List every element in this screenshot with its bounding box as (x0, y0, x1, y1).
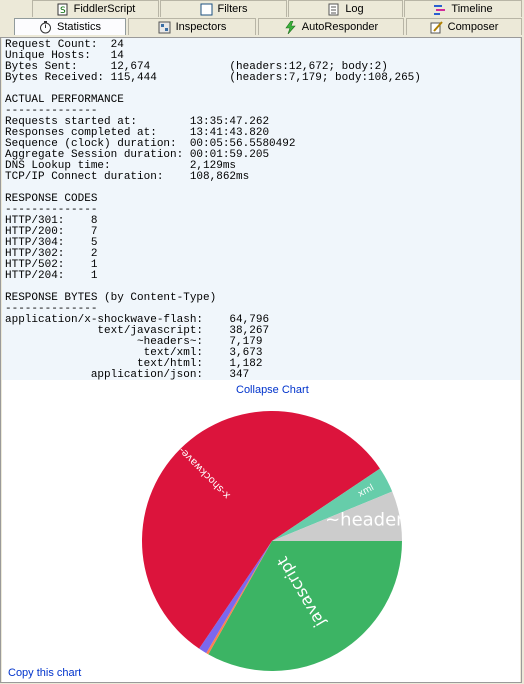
tab-log[interactable]: Log (288, 0, 403, 17)
lightning-icon (284, 20, 297, 34)
section-heading: RESPONSE CODES (5, 193, 98, 205)
pie-slice-json (206, 541, 272, 655)
performance-line: Aggregate Session duration: 00:01:59.205 (5, 149, 270, 161)
response-code-line: HTTP/301: 8 (5, 215, 98, 227)
pie-slice-headers (272, 491, 402, 541)
performance-line: TCP/IP Connect duration: 108,862ms (5, 171, 250, 183)
response-code-line: HTTP/304: 5 (5, 237, 98, 249)
performance-line: Requests started at: 13:35:47.262 (5, 116, 270, 128)
section-underline: -------------- (5, 303, 98, 315)
response-bytes-line: ~headers~: 7,179 (5, 336, 263, 348)
tab-label: AutoResponder (301, 21, 379, 33)
tab-label: Timeline (451, 3, 493, 15)
section-heading: ACTUAL PERFORMANCE (5, 94, 124, 106)
performance-line: Responses completed at: 13:41:43.820 (5, 127, 270, 139)
summary-line: Bytes Sent: 12,674 (headers:12,672; body… (5, 61, 388, 73)
inspectors-icon (158, 21, 171, 34)
composer-icon (430, 20, 443, 34)
stopwatch-icon (39, 20, 52, 34)
pie-slice-xshockwaveflash (141, 410, 380, 649)
section-heading: RESPONSE BYTES (by Content-Type) (5, 292, 217, 304)
tab-composer[interactable]: Composer (406, 18, 522, 35)
performance-line: Sequence (clock) duration: 00:05:56.5580… (5, 138, 296, 150)
pie-slice-html (199, 541, 272, 654)
svg-text:S: S (60, 6, 66, 16)
timeline-icon (433, 3, 446, 16)
pie-label-headers: ~headers~ (325, 509, 428, 530)
script-icon: S (56, 3, 69, 16)
tab-row-top: S FiddlerScript Filters Log Timeline (0, 0, 524, 18)
performance-line: DNS Lookup time: 2,129ms (5, 160, 237, 172)
tab-filters[interactable]: Filters (160, 0, 287, 17)
tab-label: Filters (217, 3, 248, 15)
summary-line: Request Count: 24 (5, 39, 230, 51)
tab-label: Composer (447, 21, 499, 33)
collapse-chart-link[interactable]: Collapse Chart (236, 384, 309, 396)
response-bytes-line: application/x-shockwave-flash: 64,796 (5, 314, 270, 326)
tab-label: Statistics (56, 21, 101, 33)
tab-label: Inspectors (175, 21, 227, 33)
response-code-line: HTTP/502: 1 (5, 259, 98, 271)
summary-line: Unique Hosts: 14 (5, 50, 230, 62)
tab-autoresponder[interactable]: AutoResponder (258, 18, 404, 35)
section-underline: -------------- (5, 105, 98, 117)
tab-row-bottom: Statistics Inspectors AutoResponder Compose… (0, 18, 524, 36)
chart-pane: Collapse Chart x-shockwave-flash javascri… (2, 380, 520, 682)
summary-line: Bytes Received: 115,444 (headers:7,179; … (5, 72, 421, 84)
response-code-line: HTTP/302: 2 (5, 248, 98, 260)
tab-label: FiddlerScript (73, 3, 136, 15)
tab-statistics[interactable]: Statistics (14, 18, 126, 35)
tab-fiddlerscript[interactable]: S FiddlerScript (32, 0, 159, 17)
response-bytes-line: text/html: 1,182 (5, 358, 263, 370)
statistics-text: Request Count: 24 Unique Hosts: 14 Bytes… (2, 37, 520, 381)
copy-chart-link[interactable]: Copy this chart (8, 667, 82, 679)
response-bytes-line: text/xml: 3,673 (5, 347, 263, 359)
response-bytes-line: text/javascript: 38,267 (5, 325, 270, 337)
response-code-line: HTTP/200: 7 (5, 226, 98, 238)
tab-label: Log (345, 3, 364, 15)
pie-slice-javascript (208, 541, 402, 671)
pie-slice-xml (272, 468, 393, 541)
response-code-line: HTTP/204: 1 (5, 270, 98, 282)
tab-inspectors[interactable]: Inspectors (128, 18, 256, 35)
response-bytes-line: application/json: 347 (5, 369, 250, 381)
section-underline: -------------- (5, 204, 98, 216)
log-icon (327, 3, 340, 16)
checkbox-icon (200, 3, 213, 16)
tab-timeline[interactable]: Timeline (404, 0, 522, 17)
